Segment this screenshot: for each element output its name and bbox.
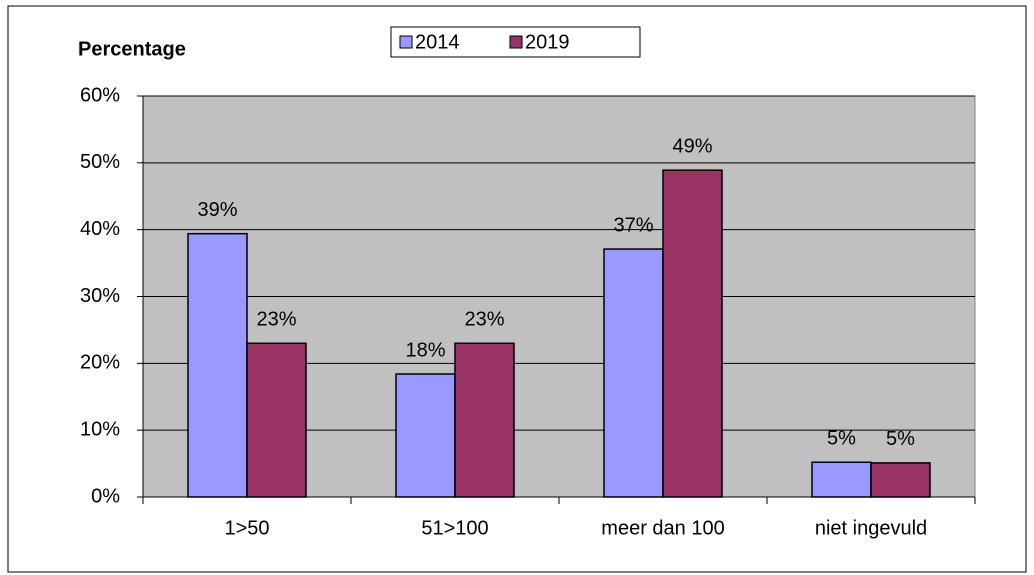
data-label: 23% [464,309,504,331]
y-tick-label: 50% [80,151,120,173]
data-label: 18% [405,339,445,361]
x-tick-label: 1>50 [224,517,269,539]
y-tick-label: 60% [80,84,120,106]
y-tick-label: 10% [80,418,120,440]
y-tick-label: 30% [80,285,120,307]
x-tick-label: niet ingevuld [815,517,927,539]
legend-swatch [399,35,413,49]
data-label: 5% [827,428,856,450]
bar [454,342,515,498]
legend-swatch [509,35,523,49]
y-tick-label: 0% [91,485,120,507]
y-tick-label: 40% [80,218,120,240]
legend-label: 2014 [415,31,460,53]
bar [811,461,872,498]
x-tick-label: 51>100 [421,517,488,539]
bar [662,169,723,498]
data-label: 39% [197,199,237,221]
data-label: 5% [886,428,915,450]
data-label: 49% [672,135,712,157]
bar [246,342,307,498]
y-tick-label: 20% [80,352,120,374]
data-label: 37% [613,214,653,236]
legend-label: 2019 [525,31,570,53]
data-label: 23% [256,309,296,331]
bar [395,373,456,498]
x-tick-label: meer dan 100 [601,517,724,539]
bar [870,462,931,498]
y-axis-label: Percentage [78,38,186,60]
bar [187,232,248,498]
bar [603,248,664,498]
